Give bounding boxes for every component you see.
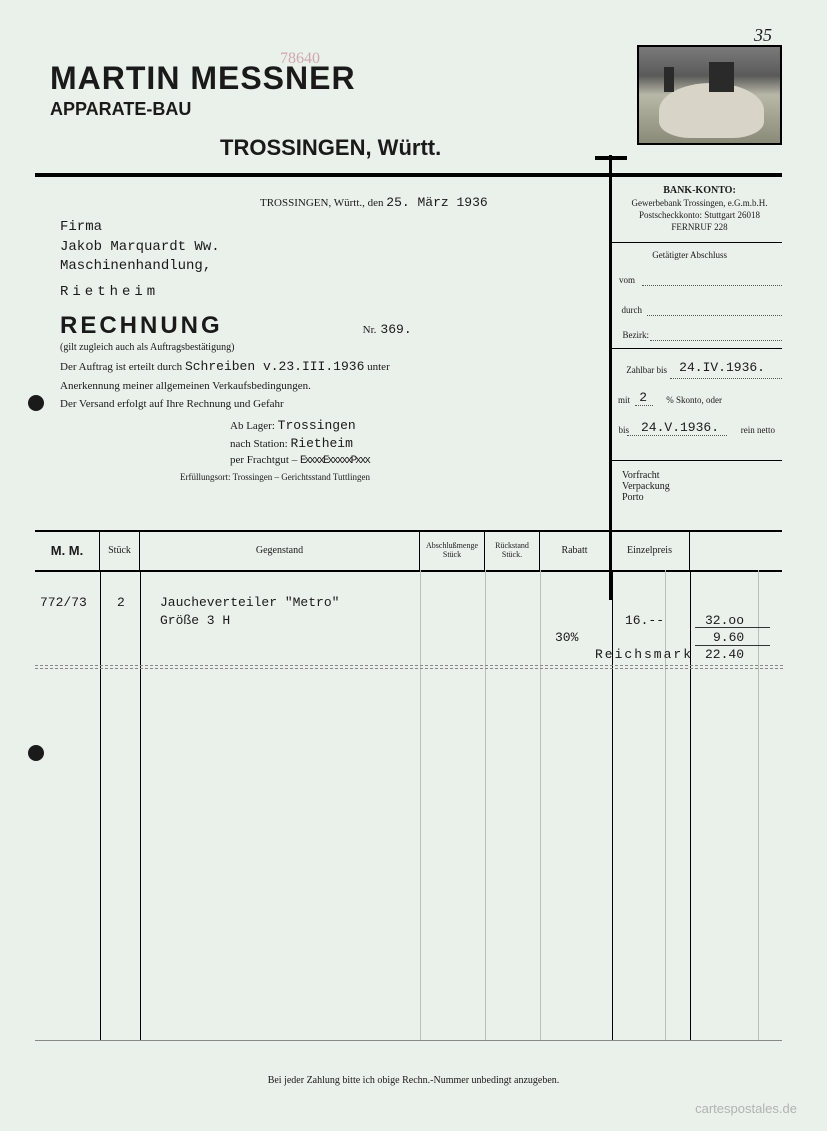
th-rabatt: Rabatt [540, 530, 610, 570]
dotted-line [650, 340, 782, 341]
auftrag-value: Schreiben v.23.III.1936 [185, 359, 364, 374]
ab-lager-value: Trossingen [278, 418, 356, 433]
watermark: cartespostales.de [695, 1101, 797, 1116]
skonto-pct: 2 [639, 390, 647, 405]
verpackung-label: Verpackung [622, 481, 777, 492]
firma-label: Firma [60, 218, 600, 238]
col-divider [140, 570, 141, 1040]
rechnung-title: RECHNUNG [60, 312, 223, 340]
header-photo [637, 45, 782, 145]
th-mm: M. M. [35, 530, 100, 570]
versand-text: Der Versand erfolgt auf Ihre Rechnung un… [60, 398, 600, 410]
bank-title: BANK-KONTO: [622, 185, 777, 196]
porto-label: Porto [622, 492, 777, 503]
nach-station-value: Rietheim [291, 436, 353, 451]
col-divider-faint [665, 570, 666, 1040]
dotted-line [627, 435, 727, 436]
bis-value: 24.V.1936. [641, 420, 719, 435]
bank-info: BANK-KONTO: Gewerbebank Trossingen, e.G.… [622, 185, 777, 234]
mit-label: mit [618, 395, 630, 405]
col-divider-faint [485, 570, 486, 1040]
bank-line-1: Gewerbebank Trossingen, e.G.m.b.H. [622, 198, 777, 208]
bis-label: bis [618, 425, 629, 435]
nach-station-label: nach Station: [230, 438, 288, 450]
per-struck: ExxxxExxxxxPxxx [300, 455, 369, 467]
ab-lager-label: Ab Lager: [230, 420, 275, 432]
addr-city: Rietheim [60, 283, 600, 303]
faded-annotation: 78640 [280, 50, 320, 68]
per-label: per Frachtgut – [230, 454, 297, 466]
cell-einzelpreis: 16.-- [625, 613, 664, 628]
nr-label: Nr. [363, 324, 377, 336]
th-total [690, 530, 785, 570]
cell-final: 22.40 [705, 647, 744, 662]
th-rueckstand: Rückstand Stück. [485, 530, 540, 570]
col-divider-faint [758, 570, 759, 1040]
punch-hole [28, 745, 44, 761]
addr-line-1: Jakob Marquardt Ww. [60, 238, 600, 258]
sidebar-rule [612, 460, 782, 461]
col-divider-faint [420, 570, 421, 1040]
table-rule-bot [35, 570, 782, 572]
abschluss-label: Getätigter Abschluss [652, 250, 727, 260]
vorfracht-label: Vorfracht [622, 470, 777, 481]
col-divider-faint [540, 570, 541, 1040]
anerkennung-text: Anerkennung meiner allgemeinen Verkaufsb… [60, 380, 600, 392]
footer-text: Bei jeder Zahlung bitte ich obige Rechn.… [0, 1075, 827, 1086]
cell-gegenstand-1: Jaucheverteiler "Metro" [160, 595, 339, 610]
bank-line-3: FERNRUF 228 [622, 222, 777, 232]
cell-mm: 772/73 [40, 595, 87, 610]
th-gegenstand: Gegenstand [140, 530, 420, 570]
nr-value: 369. [380, 322, 411, 337]
vom-label: vom [619, 275, 635, 285]
date-value: 25. März 1936 [386, 195, 487, 210]
col-divider [612, 570, 613, 1040]
cell-gegenstand-2: Größe 3 H [160, 613, 230, 628]
dashed-rule [35, 668, 783, 669]
table-bottom-edge [35, 1040, 782, 1041]
amount-rule [695, 627, 770, 628]
bezirk-label: Bezirk: [623, 330, 650, 340]
place-label: TROSSINGEN, Württ., den [260, 197, 384, 209]
amount-rule [695, 645, 770, 646]
punch-hole [28, 395, 44, 411]
cell-stueck: 2 [117, 595, 125, 610]
cell-currency: Reichsmark [595, 647, 693, 662]
table-header: M. M. Stück Gegenstand Abschlußmenge Stü… [35, 530, 782, 570]
skonto-label: % Skonto, oder [666, 395, 722, 405]
th-abschluss: Abschlußmenge Stück [420, 530, 485, 570]
th-einzelpreis: Einzelpreis [610, 530, 690, 570]
dotted-line [642, 285, 782, 286]
addr-line-2: Maschinenhandlung, [60, 257, 600, 277]
dotted-line [635, 405, 653, 406]
letter-body: TROSSINGEN, Württ., den 25. März 1936 Fi… [60, 195, 600, 482]
auftrag-suffix: unter [367, 361, 390, 373]
th-stueck: Stück [100, 530, 140, 570]
zahlbar-label: Zahlbar bis [626, 365, 667, 375]
durch-label: durch [622, 305, 643, 315]
zahlbar-value: 24.IV.1936. [679, 360, 765, 375]
dotted-line [647, 315, 782, 316]
dotted-line [670, 378, 782, 379]
fulfillment-text: Erfüllungsort: Trossingen – Gerichtsstan… [180, 472, 600, 482]
col-divider [100, 570, 101, 1040]
horizontal-rule [35, 173, 782, 177]
gilt-text: (gilt zugleich auch als Auftragsbestätig… [60, 342, 600, 353]
col-divider [690, 570, 691, 1040]
auftrag-prefix: Der Auftrag ist erteilt durch [60, 361, 182, 373]
cell-rabatt-amt: 9.60 [713, 630, 744, 645]
cell-total: 32.oo [705, 613, 744, 628]
cross-rule [595, 156, 627, 160]
bank-line-2: Postscheckkonto: Stuttgart 26018 [622, 210, 777, 220]
cell-rabatt-pct: 30% [555, 630, 578, 645]
sidebar-rule [612, 348, 782, 349]
page-number: 35 [754, 25, 772, 46]
sidebar-rule [612, 242, 782, 243]
rein-netto: rein netto [741, 425, 775, 435]
dashed-rule [35, 665, 783, 666]
